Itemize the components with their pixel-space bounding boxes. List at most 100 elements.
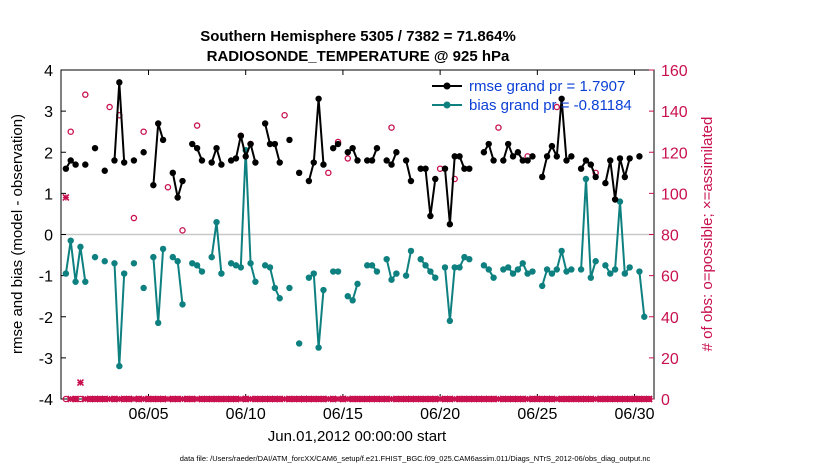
rmse-point (67, 157, 74, 164)
y-tick-label-left: 4 (44, 63, 53, 80)
bias-point (159, 245, 167, 253)
rmse-point (509, 153, 517, 160)
rmse-point (91, 144, 99, 152)
rmse-point (247, 140, 254, 148)
bias-point (441, 264, 449, 271)
rmse-point (261, 120, 269, 127)
assimilated-marker (645, 395, 653, 403)
bias-point (577, 266, 585, 273)
rmse-point (383, 157, 390, 164)
bias-point (514, 266, 522, 273)
possible-marker (388, 124, 395, 131)
bias-point (592, 258, 599, 265)
bias-point (422, 262, 429, 269)
bias-point (616, 198, 624, 205)
rmse-point (558, 95, 565, 102)
bias-point (305, 274, 313, 281)
bias-point (548, 270, 556, 277)
bias-point (388, 276, 395, 283)
bias-point (174, 258, 181, 265)
possible-marker (553, 103, 561, 111)
bias-point (271, 284, 279, 292)
rmse-point (159, 136, 167, 144)
bias-point (237, 264, 245, 271)
rmse-point (252, 159, 259, 166)
y-tick-label-right: 20 (661, 351, 679, 368)
bias-point (193, 262, 201, 269)
possible-marker (281, 111, 288, 119)
possible-marker (82, 91, 89, 98)
legend-label: bias grand pr = -0.81184 (469, 97, 632, 114)
rmse-point (446, 221, 454, 228)
bias-point (208, 253, 215, 261)
rmse-point (461, 165, 468, 172)
rmse-point (82, 161, 89, 168)
rmse-point (568, 153, 575, 160)
y-tick-label-right: 140 (661, 104, 688, 121)
rmse-point (276, 159, 283, 166)
rmse-point (543, 153, 551, 160)
bias-point (504, 264, 512, 271)
bias-point (509, 270, 517, 277)
bias-point (641, 313, 648, 320)
y-tick-label-left: 0 (44, 228, 53, 245)
bias-point (320, 286, 327, 294)
possible-marker (344, 155, 352, 162)
bias-point (261, 262, 269, 269)
bias-point (563, 268, 570, 275)
x-tick-label: 06/10 (226, 406, 266, 423)
bias-point (155, 319, 162, 327)
rmse-point (315, 95, 322, 102)
bias-point (130, 260, 138, 267)
bias-point (82, 278, 89, 285)
rmse-point (101, 167, 108, 174)
bias-point (587, 274, 595, 281)
bias-point (529, 268, 536, 275)
rmse-point (189, 140, 196, 148)
x-axis-label: Jun.01,2012 00:00:00 start (268, 428, 447, 445)
rmse-point (295, 169, 303, 177)
bias-point (553, 266, 560, 273)
rmse-point (150, 181, 157, 189)
assimilated-marker (72, 395, 80, 403)
bias-point (198, 268, 206, 275)
bias-point (417, 255, 424, 263)
bias-point (543, 266, 551, 273)
rmse-point (626, 155, 633, 162)
y-tick-label-left: 3 (44, 104, 53, 121)
rmse-point (539, 173, 546, 181)
bias-point (140, 284, 147, 292)
rmse-point (208, 159, 215, 166)
bias-point (232, 262, 240, 269)
rmse-point (130, 157, 138, 164)
x-tick-label: 06/30 (615, 406, 655, 423)
bias-point (286, 284, 293, 292)
rmse-point (621, 173, 629, 181)
rmse-point (169, 169, 176, 177)
rmse-point (587, 161, 595, 168)
rmse-point (524, 157, 531, 164)
bias-point (621, 270, 629, 277)
rmse-point (504, 140, 512, 148)
bias-point (383, 255, 390, 263)
rmse-point (305, 177, 313, 185)
bias-point (310, 270, 317, 277)
bias-point (368, 262, 376, 269)
rmse-point (548, 142, 556, 150)
bias-point (329, 268, 337, 275)
rmse-point (179, 177, 186, 185)
y-tick-label-right: 100 (661, 186, 688, 203)
rmse-point (553, 153, 560, 160)
bias-point (169, 253, 176, 261)
chart-title: Southern Hemisphere 5305 / 7382 = 71.864… (200, 28, 516, 45)
x-tick-label: 06/15 (323, 406, 363, 423)
bias-point (150, 253, 157, 261)
legend-marker (443, 101, 451, 109)
possible-marker (130, 214, 138, 222)
rmse-point (72, 161, 79, 168)
y-tick-label-left: -4 (39, 392, 53, 409)
y-axis-label-right: # of obs: o=possible; ×=assimilated (699, 117, 716, 352)
possible-marker (179, 227, 186, 234)
rmse-point (582, 157, 590, 164)
rmse-point (611, 196, 619, 203)
